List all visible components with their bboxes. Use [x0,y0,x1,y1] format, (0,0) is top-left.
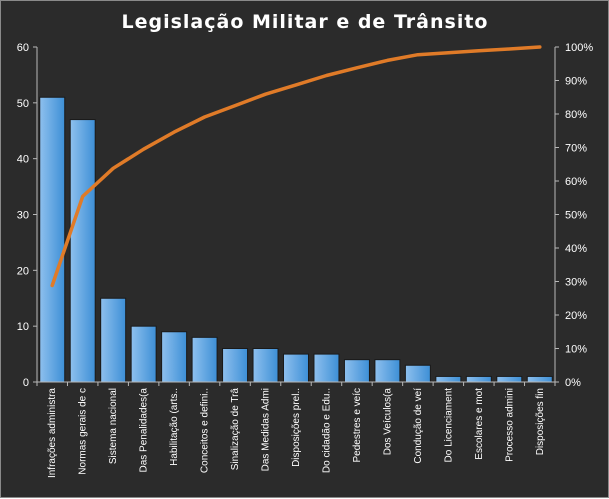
cumulative-line-series [50,45,542,288]
y-tick-label: 10 [17,321,29,333]
y-tick-label: 20 [17,265,29,277]
cumulative-line [50,45,542,288]
bar [161,331,188,383]
y2-tick-label: 100% [565,42,593,54]
x-axis: Infrações administra Normas gerais de c Si… [36,381,556,478]
y-axis-right: 0% 10% 20% 30% 40% 50% 60% 70% 80% 90% 100% [554,42,593,389]
x-tick-label: Processo admini [504,388,515,462]
bar [404,364,431,383]
y2-tick-label: 60% [565,176,587,188]
y2-tick-label: 90% [565,76,587,88]
x-tick-label: Condução de veí [413,388,424,464]
x-tick-label: Pedestres e veíc [352,388,363,462]
bar [465,375,492,383]
bar [100,297,127,383]
x-tick-label: Normas gerais de c [78,388,89,475]
bar [343,359,370,383]
bar [222,348,249,383]
x-tick-label: Escolares e mot [474,388,485,460]
bar [39,96,66,383]
x-tick-label: Das Penalidades(a [139,388,150,473]
bar-series [39,96,553,383]
y2-tick-label: 0% [565,377,581,389]
x-tick-label: Sistema nacional [108,388,119,464]
x-tick-label: Dos Veículos(a [382,388,393,456]
y-axis-left: 0 10 20 30 40 50 60 [17,42,38,389]
chart-title: Legislação Militar e de Trânsito [122,11,489,33]
bar [374,359,401,383]
y2-tick-label: 30% [565,277,587,289]
y2-tick-label: 20% [565,310,587,322]
y-tick-label: 30 [17,210,29,222]
y2-tick-label: 50% [565,210,587,222]
y2-tick-label: 10% [565,344,587,356]
y2-tick-label: 80% [565,109,587,121]
x-tick-label: Sinalização de Trâ [230,388,241,471]
y-tick-label: 50 [17,98,29,110]
bar [283,353,309,383]
bar [252,348,279,383]
x-tick-label: Habilitação (arts.. [169,388,180,466]
bar [191,336,218,383]
y-tick-label: 60 [17,42,29,54]
y-tick-label: 40 [17,154,29,166]
bar [435,375,462,383]
bar [69,119,96,383]
bar [313,353,340,383]
x-tick-label: Conceitos e defini.. [200,388,211,473]
x-tick-label: Infrações administra [47,388,58,478]
y2-tick-label: 40% [565,243,587,255]
bar [526,375,553,383]
y2-tick-label: 70% [565,143,587,155]
bar [130,325,157,383]
y-tick-label: 0 [23,377,29,389]
x-tick-label: Do cidadão e Edu.. [321,388,332,473]
x-tick-label: Disposições fin [535,388,546,455]
bar [496,375,523,383]
x-tick-label: Disposições prel.. [291,388,302,467]
x-tick-label: Das Medidas Admi [261,388,272,471]
x-tick-label: Do Licenciament [443,388,454,463]
